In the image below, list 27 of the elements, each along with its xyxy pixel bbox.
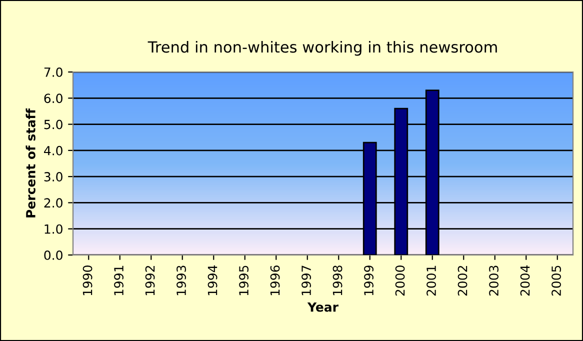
x-tick-label: 1993 [176, 266, 186, 296]
x-tick-label: 1995 [239, 266, 248, 296]
y-axis-title: Percent of staff [26, 108, 36, 218]
y-tick-label: 5.0 [44, 120, 62, 130]
y-tick-label: 6.0 [44, 94, 62, 104]
x-tick-label: 1991 [114, 266, 124, 296]
x-tick-label: 1996 [270, 266, 280, 296]
y-tick-label: 1.0 [44, 224, 62, 234]
x-tick-label: 1992 [145, 266, 155, 296]
x-tick-label: 2001 [426, 266, 436, 296]
x-tick-label: 2004 [520, 265, 530, 296]
x-tick-label: 2005 [552, 266, 561, 296]
x-tick-label: 2003 [489, 266, 498, 296]
chart-title: Trend in non-whites working in this newsroom [148, 40, 497, 56]
x-tick-label: 1994 [208, 265, 218, 296]
x-tick-label: 1999 [364, 266, 374, 296]
x-tick-label: 2002 [458, 266, 468, 296]
y-tick-label: 3.0 [44, 172, 62, 182]
x-tick-label: 2000 [395, 266, 405, 296]
y-tick-label: 0.0 [44, 250, 62, 260]
x-tick-label: 1990 [82, 266, 92, 296]
y-tick-label: 7.0 [44, 67, 62, 77]
x-tick-label: 1997 [302, 266, 311, 296]
x-axis-title: Year [307, 302, 338, 312]
x-tick-label: 1998 [332, 266, 342, 296]
y-tick-label: 2.0 [44, 198, 62, 208]
y-tick-label: 4.0 [44, 146, 62, 156]
